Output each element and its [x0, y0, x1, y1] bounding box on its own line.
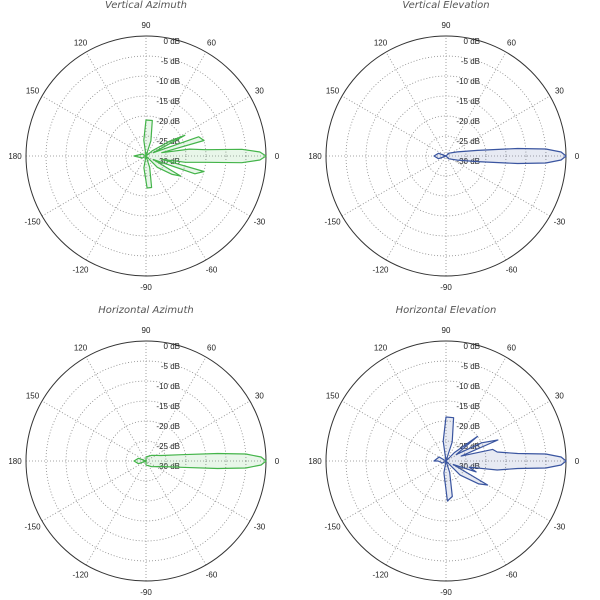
r-tick-label: -10 dB: [156, 77, 180, 86]
theta-tick-label: -90: [140, 283, 152, 292]
theta-tick-label: -60: [506, 265, 518, 274]
grid-spoke: [385, 51, 507, 261]
theta-tick-label: 0: [275, 152, 280, 161]
grid-spoke: [85, 51, 207, 261]
theta-tick-label: 90: [442, 21, 451, 30]
theta-tick-label: -120: [372, 265, 389, 274]
theta-tick-label: -30: [554, 523, 566, 532]
theta-tick-label: 60: [207, 344, 216, 353]
pattern-trace: [133, 119, 267, 189]
theta-tick-label: 90: [142, 326, 151, 335]
grid-spoke: [385, 51, 507, 261]
pattern-trace: [433, 416, 567, 502]
theta-tick-label: -60: [206, 265, 218, 274]
theta-tick-label: 60: [507, 344, 516, 353]
theta-tick-label: -90: [140, 588, 152, 597]
theta-tick-label: 0: [575, 152, 580, 161]
theta-tick-label: 150: [326, 392, 340, 401]
r-tick-label: -20 dB: [156, 422, 180, 431]
r-tick-label: -30 dB: [456, 462, 480, 471]
r-tick-label: -25 dB: [156, 442, 180, 451]
theta-tick-label: 30: [555, 87, 564, 96]
theta-tick-label: -60: [506, 570, 518, 579]
r-tick-label: -5 dB: [161, 362, 180, 371]
theta-tick-label: 150: [26, 392, 40, 401]
grid-spoke: [85, 51, 207, 261]
theta-tick-label: 150: [26, 87, 40, 96]
grid-ring: [65, 75, 227, 237]
r-tick-label: -10 dB: [456, 382, 480, 391]
chart-title: Horizontal Azimuth: [98, 305, 193, 316]
theta-tick-label: -30: [254, 523, 266, 532]
r-tick-label: -15 dB: [156, 402, 180, 411]
chart-title: Horizontal Elevation: [396, 305, 497, 316]
r-tick-label: -15 dB: [456, 402, 480, 411]
theta-tick-label: 30: [555, 392, 564, 401]
theta-tick-label: 90: [142, 21, 151, 30]
theta-tick-label: -30: [254, 218, 266, 227]
theta-tick-label: 120: [374, 344, 388, 353]
theta-tick-label: 0: [275, 457, 280, 466]
theta-tick-label: 180: [8, 457, 22, 466]
theta-tick-label: -90: [440, 588, 452, 597]
theta-tick-label: -150: [325, 523, 342, 532]
chart-title: Vertical Elevation: [402, 0, 489, 11]
theta-tick-label: 180: [308, 152, 322, 161]
polar-chart: Horizontal Azimuth 0 30 60 90 120 150 180 -150 -1…: [8, 305, 279, 597]
theta-tick-label: -150: [25, 218, 42, 227]
r-tick-label: -5 dB: [461, 362, 480, 371]
theta-tick-label: 0: [575, 457, 580, 466]
theta-tick-label: -30: [554, 218, 566, 227]
theta-tick-label: 150: [326, 87, 340, 96]
theta-tick-label: -60: [206, 570, 218, 579]
r-tick-label: -20 dB: [456, 117, 480, 126]
theta-tick-label: 60: [207, 39, 216, 48]
r-tick-label: 0 dB: [464, 37, 480, 46]
theta-tick-label: -150: [25, 523, 42, 532]
r-tick-label: -10 dB: [456, 77, 480, 86]
polar-chart: Vertical Elevation 0 30 60 90 120 150 180 -150 -1…: [308, 0, 579, 292]
r-tick-label: -25 dB: [456, 137, 480, 146]
grid-ring: [365, 380, 527, 542]
r-tick-label: 0 dB: [164, 37, 180, 46]
pattern-trace: [133, 452, 267, 470]
pattern-trace: [433, 147, 567, 165]
r-tick-label: -10 dB: [156, 382, 180, 391]
r-tick-label: -15 dB: [456, 97, 480, 106]
theta-tick-label: 120: [74, 344, 88, 353]
polar-chart: Vertical Azimuth 0 30 60 90 120 150 180 -150 -120…: [8, 0, 279, 292]
grid-ring: [365, 75, 527, 237]
theta-tick-label: 60: [507, 39, 516, 48]
r-tick-label: 0 dB: [464, 342, 480, 351]
grid-ring: [125, 440, 167, 482]
theta-tick-label: 180: [8, 152, 22, 161]
theta-tick-label: 30: [255, 87, 264, 96]
theta-tick-label: -90: [440, 283, 452, 292]
r-tick-label: -5 dB: [461, 57, 480, 66]
theta-tick-label: 120: [374, 39, 388, 48]
grid-ring: [425, 135, 467, 177]
r-tick-label: -15 dB: [156, 97, 180, 106]
grid-ring: [65, 380, 227, 542]
theta-tick-label: 30: [255, 392, 264, 401]
grid-ring: [425, 440, 467, 482]
chart-title: Vertical Azimuth: [105, 0, 187, 11]
r-tick-label: -20 dB: [156, 117, 180, 126]
theta-tick-label: 180: [308, 457, 322, 466]
theta-tick-label: -120: [372, 570, 389, 579]
theta-tick-label: -150: [325, 218, 342, 227]
theta-tick-label: -120: [72, 265, 89, 274]
theta-tick-label: -120: [72, 570, 89, 579]
polar-chart: Horizontal Elevation 0 30 60 90 120 150 180 -150…: [308, 305, 579, 597]
r-tick-label: -20 dB: [456, 422, 480, 431]
r-tick-label: -25 dB: [456, 442, 480, 451]
r-tick-label: 0 dB: [164, 342, 180, 351]
theta-tick-label: 90: [442, 326, 451, 335]
r-tick-label: -5 dB: [161, 57, 180, 66]
theta-tick-label: 120: [74, 39, 88, 48]
grid-ring: [125, 135, 167, 177]
